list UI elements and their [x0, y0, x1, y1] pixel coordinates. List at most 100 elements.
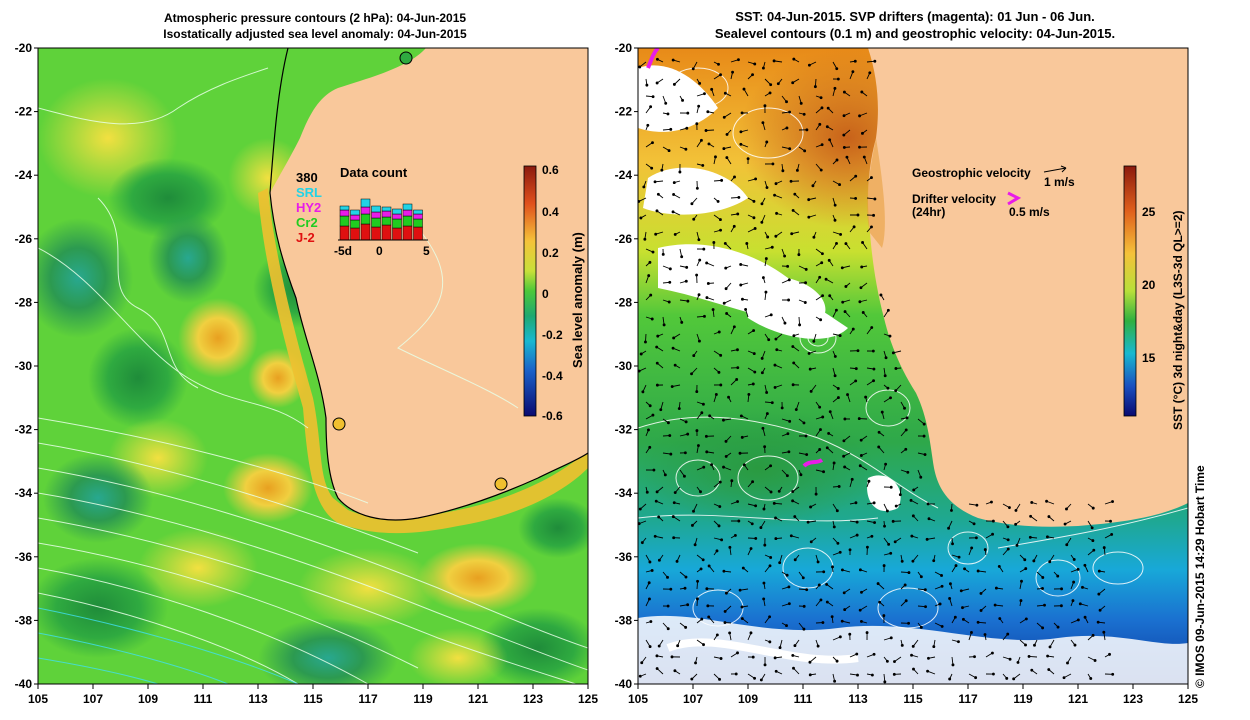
velocity-arrowhead — [666, 604, 670, 608]
velocity-arrowhead — [819, 168, 823, 172]
velocity-arrowhead — [647, 597, 651, 601]
velocity-arrowhead — [1012, 677, 1016, 681]
velocity-arrowhead — [672, 336, 676, 340]
velocity-arrowhead — [927, 656, 930, 660]
data-count-bar — [413, 209, 423, 215]
velocity-arrowhead — [842, 439, 846, 443]
velocity-arrowhead — [655, 345, 659, 349]
velocity-arrowhead — [738, 588, 742, 592]
velocity-arrowhead — [970, 631, 973, 634]
velocity-arrowhead — [786, 432, 790, 436]
velocity-arrowhead — [732, 325, 736, 329]
velocity-arrowhead — [760, 356, 764, 360]
velocity-arrowhead — [1047, 668, 1051, 671]
velocity-arrowhead — [739, 263, 743, 266]
velocity-arrowhead — [742, 463, 746, 467]
velocity-arrowhead — [1096, 620, 1100, 624]
velocity-arrowhead — [638, 522, 641, 526]
data-count-bar — [381, 206, 392, 212]
velocity-arrowhead — [722, 115, 726, 119]
velocity-arrowhead — [892, 672, 896, 676]
velocity-arrowhead — [704, 129, 708, 132]
left-map-title: Atmospheric pressure contours (2 hPa): 0… — [40, 10, 590, 42]
velocity-arrowhead — [714, 393, 718, 396]
velocity-arrowhead — [655, 209, 659, 213]
velocity-arrowhead — [828, 410, 832, 414]
x-tick-label: 111 — [194, 692, 213, 706]
velocity-arrowhead — [883, 680, 887, 684]
velocity-arrowhead — [884, 462, 888, 466]
velocity-arrowhead — [907, 571, 911, 575]
velocity-arrowhead — [669, 587, 673, 591]
velocity-arrowhead — [1091, 506, 1095, 510]
velocity-arrowhead — [801, 576, 805, 580]
velocity-arrowhead — [872, 379, 876, 383]
velocity-arrowhead — [948, 582, 952, 586]
velocity-arrowhead — [769, 490, 773, 494]
velocity-arrowhead — [885, 509, 889, 513]
velocity-arrowhead — [893, 540, 897, 544]
velocity-arrowhead — [672, 501, 676, 505]
velocity-arrowhead — [676, 644, 680, 648]
velocity-arrowhead — [740, 435, 744, 439]
velocity-arrowhead — [719, 383, 723, 387]
velocity-arrowhead — [821, 621, 825, 625]
y-tick-label: -22 — [615, 105, 633, 119]
velocity-arrowhead — [736, 366, 740, 370]
velocity-arrowhead — [692, 354, 696, 358]
velocity-arrowhead — [699, 138, 703, 142]
velocity-arrowhead — [666, 575, 669, 579]
x-tick-label: 107 — [683, 692, 703, 706]
velocity-arrowhead — [843, 417, 847, 421]
sst-colorbar-label: SST (°C) 3d night&day (L3S-3d QL>=2) — [1171, 211, 1185, 431]
velocity-arrowhead — [963, 567, 966, 571]
sst-tick-25: 25 — [1142, 205, 1156, 219]
velocity-arrowhead — [723, 609, 727, 613]
velocity-arrowhead — [927, 517, 931, 521]
velocity-arrowhead — [825, 582, 829, 586]
sla-tick-0.4: 0.4 — [542, 205, 559, 219]
velocity-arrowhead — [789, 179, 793, 183]
y-tick-label: -32 — [15, 423, 33, 437]
velocity-arrowhead — [725, 156, 729, 160]
velocity-arrowhead — [667, 300, 671, 304]
x-tick-label: 113 — [848, 692, 868, 706]
velocity-arrowhead — [702, 92, 706, 96]
velocity-arrowhead — [686, 432, 690, 436]
velocity-arrowhead — [825, 125, 829, 129]
velocity-arrowhead — [857, 417, 861, 421]
velocity-arrowhead — [1102, 630, 1106, 634]
velocity-arrowhead — [648, 404, 652, 408]
velocity-arrowhead — [732, 224, 736, 228]
velocity-arrowhead — [753, 676, 757, 680]
tide-gauge-marker[interactable] — [332, 417, 346, 431]
tide-gauge-marker[interactable] — [494, 477, 508, 491]
velocity-arrowhead — [854, 501, 858, 505]
left-title-line2: Isostatically adjusted sea level anomaly… — [163, 27, 467, 41]
y-tick-label: -26 — [615, 232, 633, 246]
velocity-arrowhead — [678, 170, 682, 174]
velocity-arrowhead — [792, 57, 796, 61]
velocity-arrowhead — [664, 101, 668, 105]
velocity-arrowhead — [808, 673, 812, 677]
velocity-arrowhead — [697, 104, 701, 108]
velocity-arrowhead — [805, 588, 809, 592]
velocity-arrowhead — [911, 644, 915, 648]
velocity-arrowhead — [694, 661, 697, 665]
velocity-arrowhead — [1014, 508, 1018, 512]
velocity-arrowhead — [835, 158, 839, 162]
velocity-arrowhead — [657, 644, 661, 648]
velocity-arrowhead — [910, 653, 913, 657]
velocity-arrowhead — [856, 673, 859, 677]
velocity-arrowhead — [842, 90, 846, 94]
velocity-arrowhead — [683, 586, 687, 590]
velocity-arrowhead — [879, 293, 883, 297]
y-tick-label: -28 — [615, 295, 633, 309]
velocity-arrowhead — [856, 349, 860, 353]
velocity-arrowhead — [640, 541, 644, 545]
velocity-arrowhead — [747, 392, 751, 396]
velocity-arrowhead — [799, 473, 803, 477]
data-count-bar — [360, 223, 371, 241]
velocity-arrowhead — [775, 348, 779, 352]
tide-gauge-marker[interactable] — [399, 51, 413, 65]
